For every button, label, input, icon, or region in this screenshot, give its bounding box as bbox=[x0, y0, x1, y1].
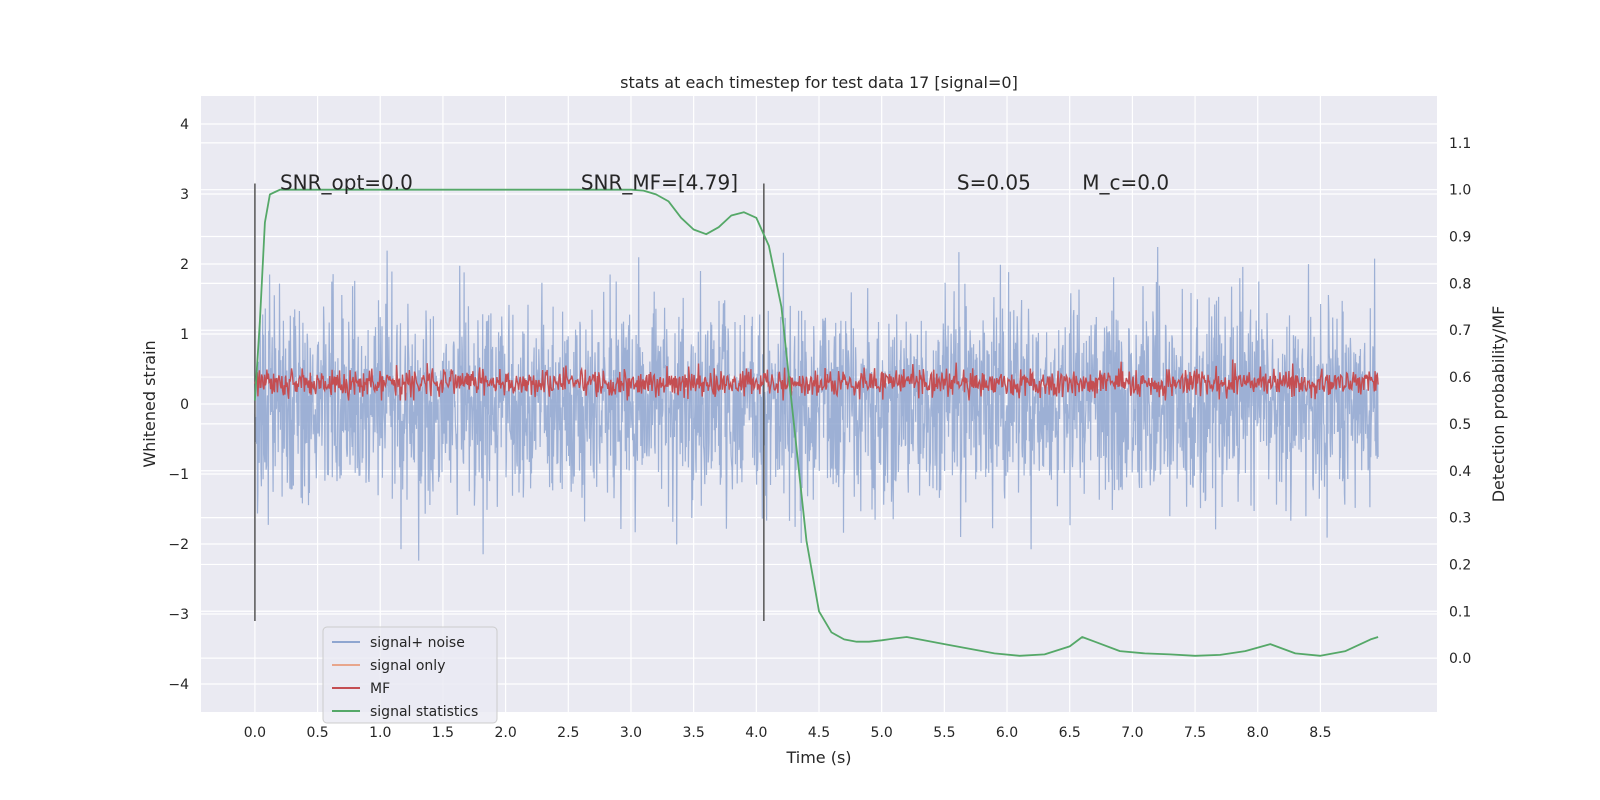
y-tick-label: 2 bbox=[180, 257, 189, 273]
x-tick-label: 2.5 bbox=[557, 725, 579, 741]
y2-axis-label: Detection probability/MF bbox=[1489, 306, 1508, 503]
x-tick-label: 7.5 bbox=[1184, 725, 1206, 741]
legend-label: signal statistics bbox=[370, 704, 478, 720]
x-tick-label: 8.5 bbox=[1309, 725, 1331, 741]
y-tick-label: 3 bbox=[180, 187, 189, 203]
signal-noise-line bbox=[254, 246, 1379, 561]
signal-statistics-line bbox=[254, 188, 1379, 657]
y-tick-label: 1 bbox=[180, 327, 189, 343]
event-markers bbox=[254, 183, 765, 621]
mf-series bbox=[254, 359, 1379, 401]
legend-label: signal+ noise bbox=[370, 635, 465, 651]
annotations: SNR_opt=0.0 SNR_MF=[4.79] S=0.05 M_c=0.0 bbox=[280, 171, 1169, 195]
signal-statistics-series bbox=[254, 188, 1379, 657]
annotation-text: M_c=0.0 bbox=[1082, 171, 1169, 195]
x-tick-label: 4.5 bbox=[808, 725, 830, 741]
x-tick-label: 7.0 bbox=[1121, 725, 1143, 741]
y2-tick-label: 0.5 bbox=[1449, 417, 1471, 433]
y-tick-label: −3 bbox=[168, 607, 189, 623]
y2-tick-label: 0.2 bbox=[1449, 557, 1471, 573]
x-tick-label: 0.5 bbox=[306, 725, 328, 741]
y2-tick-label: 0.0 bbox=[1449, 651, 1471, 667]
y-tick-label: 0 bbox=[180, 397, 189, 413]
x-tick-label: 5.0 bbox=[871, 725, 893, 741]
y-axis-label: Whitened strain bbox=[140, 340, 159, 467]
x-tick-label: 6.0 bbox=[996, 725, 1018, 741]
annotation-text: SNR_MF=[4.79] bbox=[581, 171, 738, 195]
x-tick-label: 6.5 bbox=[1059, 725, 1081, 741]
y2-tick-label: 1.0 bbox=[1449, 183, 1471, 199]
y-tick-label: −2 bbox=[168, 537, 189, 553]
y-axis-ticks: 4 3 2 1 0 −1 −2 −3 −4 bbox=[168, 117, 189, 693]
x-tick-label: 1.5 bbox=[432, 725, 454, 741]
legend-label: MF bbox=[370, 681, 390, 697]
legend-label: signal only bbox=[370, 658, 445, 674]
chart-title: stats at each timestep for test data 17 … bbox=[620, 73, 1018, 92]
signal-noise-series bbox=[254, 246, 1379, 561]
annotation-text: SNR_opt=0.0 bbox=[280, 171, 413, 195]
y2-tick-label: 0.1 bbox=[1449, 604, 1471, 620]
y-tick-label: −4 bbox=[168, 677, 189, 693]
y2-tick-label: 0.8 bbox=[1449, 276, 1471, 292]
x-tick-label: 5.5 bbox=[933, 725, 955, 741]
y2-tick-label: 0.4 bbox=[1449, 464, 1471, 480]
y-tick-label: 4 bbox=[180, 117, 189, 133]
x-axis-ticks: 0.0 0.5 1.0 1.5 2.0 2.5 3.0 3.5 4.0 4.5 5.0 5.5 6.0 6… bbox=[244, 725, 1332, 741]
y2-tick-label: 0.3 bbox=[1449, 511, 1471, 527]
x-tick-label: 3.5 bbox=[683, 725, 705, 741]
legend-frame bbox=[322, 626, 498, 724]
x-tick-label: 4.0 bbox=[745, 725, 767, 741]
mf-line bbox=[254, 359, 1379, 401]
y2-tick-label: 0.9 bbox=[1449, 230, 1471, 246]
y2-tick-label: 0.7 bbox=[1449, 323, 1471, 339]
x-tick-label: 0.0 bbox=[244, 725, 266, 741]
x-axis-label: Time (s) bbox=[785, 748, 851, 767]
annotation-text: S=0.05 bbox=[957, 171, 1031, 195]
y-tick-label: −1 bbox=[168, 467, 189, 483]
x-tick-label: 1.0 bbox=[369, 725, 391, 741]
legend: signal+ noise signal only MF signal statist… bbox=[322, 626, 498, 724]
y2-axis-ticks: 1.1 1.0 0.9 0.8 0.7 0.6 0.5 0.4 0.3 0.2 0.1 0.0 bbox=[1449, 136, 1471, 667]
x-tick-label: 3.0 bbox=[620, 725, 642, 741]
y2-tick-label: 1.1 bbox=[1449, 136, 1471, 152]
y2-tick-label: 0.6 bbox=[1449, 370, 1471, 386]
x-tick-label: 8.0 bbox=[1247, 725, 1269, 741]
x-tick-label: 2.0 bbox=[494, 725, 516, 741]
